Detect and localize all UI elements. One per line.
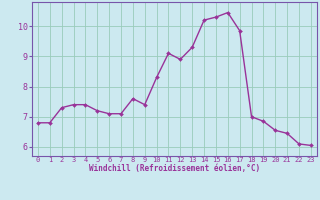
X-axis label: Windchill (Refroidissement éolien,°C): Windchill (Refroidissement éolien,°C) (89, 164, 260, 173)
